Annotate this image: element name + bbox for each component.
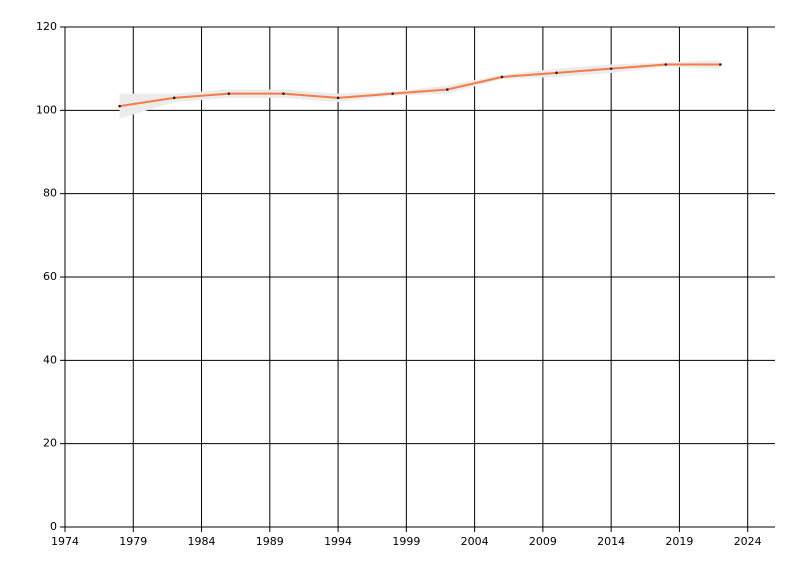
x-tick-label: 1974 bbox=[51, 535, 79, 548]
x-tick-label: 2009 bbox=[529, 535, 557, 548]
point bbox=[227, 92, 231, 95]
x-tick-label: 2024 bbox=[734, 535, 762, 548]
point bbox=[172, 96, 176, 100]
confidence-band bbox=[119, 60, 721, 119]
x-tick-label: 1999 bbox=[392, 535, 420, 548]
x-tick-label: 1994 bbox=[324, 535, 352, 548]
point bbox=[391, 92, 394, 95]
point bbox=[118, 104, 121, 108]
point bbox=[282, 92, 285, 95]
x-tick-label: 1989 bbox=[256, 535, 284, 548]
y-tick-label: 40 bbox=[43, 353, 57, 366]
x-tick-label: 1984 bbox=[188, 535, 216, 548]
point bbox=[446, 88, 449, 91]
point bbox=[500, 75, 504, 79]
y-tick-label: 120 bbox=[36, 20, 57, 33]
line bbox=[119, 63, 721, 108]
point bbox=[555, 71, 558, 75]
x-tick-label: 2014 bbox=[597, 535, 625, 548]
x-tick-label: 2004 bbox=[461, 535, 489, 548]
y-tick-label: 0 bbox=[50, 520, 57, 533]
point bbox=[336, 96, 340, 100]
x-tick-label: 1979 bbox=[119, 535, 147, 548]
y-tick-label: 80 bbox=[43, 187, 57, 200]
y-tick-label: 20 bbox=[43, 437, 57, 450]
point bbox=[664, 63, 668, 66]
point bbox=[719, 63, 722, 66]
x-tick-label: 2019 bbox=[665, 535, 693, 548]
point bbox=[609, 67, 613, 70]
y-tick-label: 100 bbox=[36, 103, 57, 116]
y-tick-label: 60 bbox=[43, 270, 57, 283]
